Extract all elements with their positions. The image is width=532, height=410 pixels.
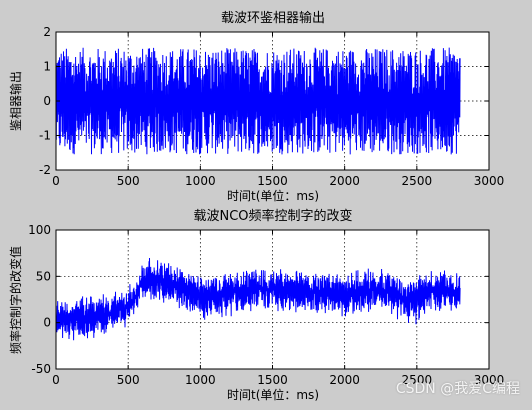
y-axis-label: 频率控制字的改变值 [8, 246, 23, 354]
y-axis-label: 鉴相器输出 [8, 71, 23, 131]
x-tick-label: 500 [117, 373, 140, 387]
x-tick-label: 2000 [329, 174, 360, 188]
y-tick-label: 0 [43, 316, 51, 330]
y-tick-label: 2 [43, 25, 51, 39]
x-tick-label: 500 [117, 174, 140, 188]
x-tick-label: 0 [52, 174, 60, 188]
chart-title: 载波环鉴相器输出 [221, 10, 325, 26]
y-tick-label: 100 [28, 223, 51, 237]
series-line [55, 257, 461, 341]
y-tick-label: -2 [39, 163, 51, 177]
x-tick-label: 2000 [329, 373, 360, 387]
series-lines [55, 257, 461, 341]
plot-frame [55, 229, 490, 370]
x-tick-label: 3000 [474, 174, 505, 188]
watermark-text: CSDN @我爱C编程 [395, 381, 520, 397]
series-lines [55, 47, 461, 155]
x-tick-label: 1000 [185, 373, 216, 387]
y-tick-label: 1 [43, 60, 51, 74]
y-tick-label: 0 [43, 94, 51, 108]
y-tick-label: -50 [31, 362, 51, 376]
axis-ticks: 0 500 1000 1500 2000 2500 3000 -2 -1 0 1 2 [39, 25, 504, 188]
x-tick-label: 1000 [185, 174, 216, 188]
x-tick-label: 1500 [257, 174, 288, 188]
x-axis-label: 时间t(单位：ms) [227, 188, 319, 203]
y-tick-label: -1 [39, 129, 51, 143]
x-tick-label: 0 [52, 373, 60, 387]
chart-panel-phase-detector: 载波环鉴相器输出 0 500 1000 1500 2000 2500 3000 -2 -1 0 1 2… [8, 10, 504, 203]
x-axis-label: 时间t(单位：ms) [227, 387, 319, 402]
chart-panel-nco-control: 载波NCO频率控制字的改变 0 500 1000 1500 2000 2500 3000-5… [8, 208, 504, 402]
x-tick-label: 2500 [402, 174, 433, 188]
plot-frame [55, 31, 490, 171]
x-tick-label: 1500 [257, 373, 288, 387]
chart-title: 载波NCO频率控制字的改变 [193, 208, 352, 224]
y-tick-label: 50 [36, 269, 51, 283]
series-line [55, 47, 461, 155]
x-tick-label: 2500 [402, 373, 433, 387]
x-tick-label: 3000 [474, 373, 505, 387]
